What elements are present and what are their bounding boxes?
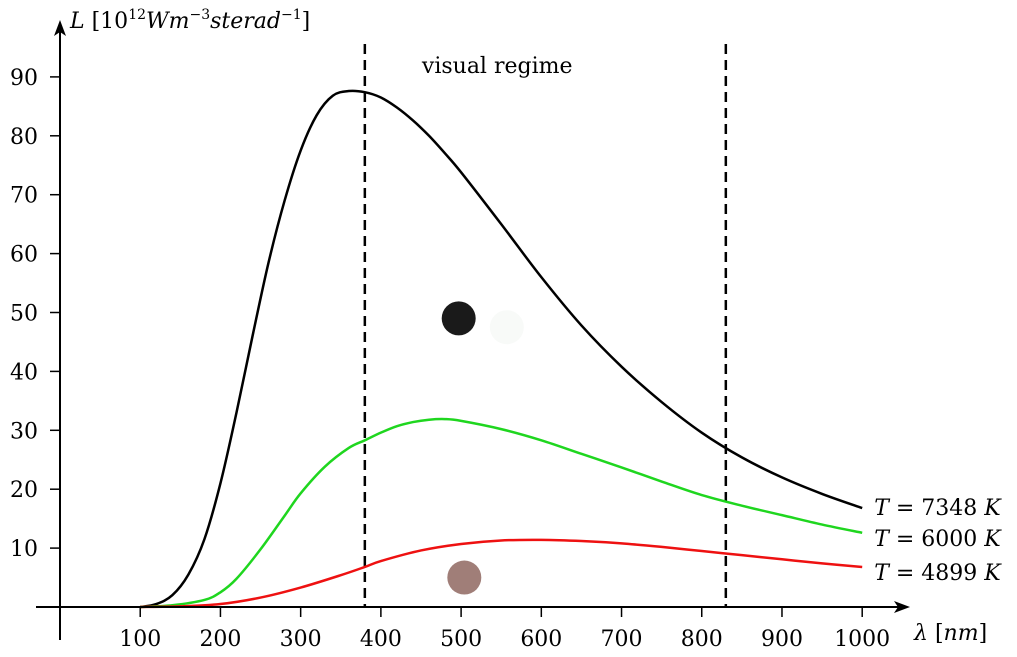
x-tick-label: 400 [360,627,402,652]
series-label-6000k: T = 6000 K [874,527,1002,552]
series-label-4899k: T = 4899 K [874,561,1002,586]
vertical-lines-layer [363,44,728,607]
curve-6000k [140,417,863,609]
y-tick-label: 10 [10,537,38,562]
y-tick-label: 40 [10,360,38,385]
y-axis-arrow [54,20,66,36]
x-tick-label: 300 [280,627,322,652]
x-tick-label: 100 [119,627,161,652]
marker-dot-3 [447,560,482,595]
y-tick-label: 30 [10,419,38,444]
x-tick-label: 600 [520,627,562,652]
curve-4899k [140,538,863,609]
y-tick-label: 90 [10,66,38,91]
marker-dot-2 [489,310,524,345]
curve-7348k [139,89,863,609]
visual-regime-annotation: visual regime [421,54,573,79]
markers-layer [441,301,524,595]
x-axis-arrow [894,601,910,613]
marker-dot-1 [441,301,476,336]
x-tick-label: 700 [601,627,643,652]
x-tick-label: 800 [681,627,723,652]
series-labels: T = 7348 K T = 6000 K T = 4899 K [874,496,1002,586]
y-tick-label: 60 [10,243,38,268]
x-tick-label: 900 [761,627,803,652]
y-axis-label: L [1012Wm−3sterad−1] [69,7,310,34]
x-tick-label: 1000 [834,627,890,652]
axes-layer [36,20,910,640]
x-axis-label: λ [nm] [913,621,987,646]
x-tick-label: 200 [199,627,241,652]
y-tick-label: 80 [10,125,38,150]
series-layer [139,89,863,609]
y-tick-label: 50 [10,302,38,327]
y-tick-label: 20 [10,478,38,503]
ticks-layer: 100 200 300 400 500 600 700 800 900 1000 10 20 30 40 5… [10,66,890,652]
y-tick-label: 70 [10,184,38,209]
x-tick-label: 500 [440,627,482,652]
series-label-7348k: T = 7348 K [874,496,1002,521]
